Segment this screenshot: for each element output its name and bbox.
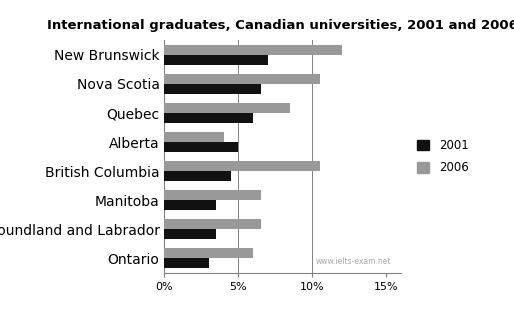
Bar [164,229,216,239]
Bar [164,161,320,171]
Bar [164,200,216,210]
Bar [164,103,290,113]
Bar [164,132,224,142]
Bar [164,142,238,152]
Text: www.ielts-exam.net: www.ielts-exam.net [316,257,392,266]
Legend: 2001, 2006: 2001, 2006 [412,133,474,180]
Bar [164,113,253,123]
Bar [164,258,209,268]
Title: International graduates, Canadian universities, 2001 and 2006: International graduates, Canadian univer… [47,19,514,32]
Bar [164,219,261,229]
Bar [164,45,342,55]
Bar [164,84,261,94]
Bar [164,190,261,200]
Bar [164,248,253,258]
Bar [164,74,320,84]
Bar [164,55,268,65]
Bar [164,171,231,181]
